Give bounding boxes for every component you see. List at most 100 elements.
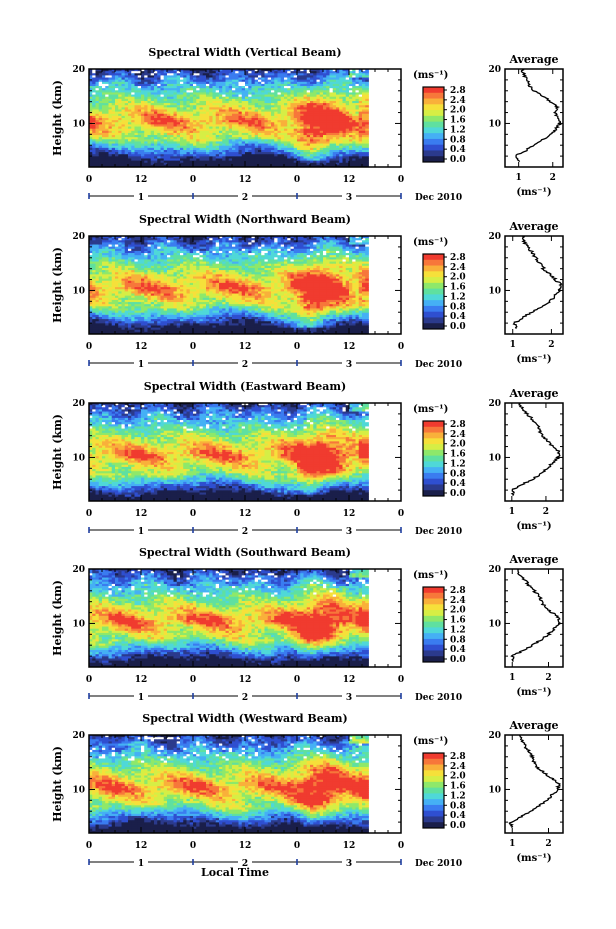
heatmap-cell	[144, 145, 148, 149]
heatmap-cell	[124, 79, 129, 83]
heatmap-cell	[89, 77, 93, 81]
heatmap-cell	[206, 149, 210, 153]
heatmap-cell	[134, 79, 139, 83]
heatmap-cell	[339, 145, 343, 149]
heatmap-cell	[297, 132, 301, 136]
heatmap-cell	[222, 73, 226, 76]
heatmap-cell	[154, 79, 158, 83]
heatmap-cell	[297, 135, 301, 138]
heatmap-cell	[336, 81, 340, 85]
heatmap-cell	[254, 147, 259, 151]
heatmap-cell	[326, 69, 330, 72]
heatmap-cell	[98, 236, 103, 239]
heatmap-cell	[339, 164, 343, 167]
heatmap-cell	[144, 162, 148, 166]
heatmap-cell	[183, 73, 187, 76]
heatmap-cell	[154, 111, 158, 115]
heatmap-cell	[193, 147, 197, 151]
heatmap-cell	[303, 130, 308, 134]
heatmap-cell	[339, 105, 343, 108]
heatmap-cell	[108, 304, 113, 307]
heatmap-cell	[365, 137, 369, 140]
heatmap-cell	[284, 92, 288, 95]
heatmap-cell	[92, 304, 96, 307]
heatmap-cell	[219, 137, 223, 140]
heatmap-cell	[89, 98, 93, 102]
heatmap-cell	[326, 73, 330, 76]
heatmap-cell	[150, 154, 155, 157]
heatmap-cell	[102, 149, 106, 153]
heatmap-cell	[193, 156, 197, 159]
heatmap-cell	[173, 75, 178, 78]
heatmap-cell	[108, 289, 113, 292]
heatmap-cell	[271, 122, 275, 125]
heatmap-cell	[349, 86, 353, 89]
heatmap-cell	[339, 132, 343, 136]
heatmap-cell	[180, 130, 184, 134]
heatmap-cell	[323, 162, 327, 166]
heatmap-cell	[352, 141, 356, 144]
heatmap-cell	[313, 147, 317, 151]
heatmap-cell	[128, 314, 132, 318]
heatmap-cell	[141, 139, 145, 142]
heatmap-cell	[261, 88, 265, 91]
heatmap-cell	[137, 250, 142, 254]
heatmap-cell	[300, 109, 304, 113]
heatmap-cell	[202, 81, 207, 85]
heatmap-cell	[241, 141, 246, 144]
heatmap-cell	[118, 272, 122, 275]
heatmap-cell	[316, 92, 321, 95]
heatmap-cell	[228, 109, 233, 113]
heatmap-cell	[134, 265, 139, 269]
heatmap-cell	[339, 77, 343, 81]
heatmap-cell	[326, 128, 330, 132]
heatmap-cell	[274, 118, 278, 121]
heatmap-cell	[154, 152, 158, 155]
heatmap-cell	[355, 113, 360, 117]
heatmap-cell	[355, 143, 360, 147]
heatmap-cell	[167, 139, 171, 142]
heatmap-cell	[241, 120, 246, 123]
average-y-tick-label: 10	[488, 119, 501, 129]
heatmap-cell	[271, 83, 275, 87]
heatmap-cell	[118, 105, 122, 108]
heatmap-cell	[238, 109, 243, 113]
heatmap-cell	[238, 147, 243, 151]
heatmap-cell	[258, 124, 262, 127]
heatmap-cell	[303, 141, 308, 144]
heatmap-cell	[163, 141, 168, 144]
heatmap-cell	[121, 259, 126, 262]
heatmap-cell	[225, 98, 230, 102]
heatmap-cell	[147, 69, 152, 72]
heatmap-cell	[303, 135, 308, 138]
heatmap-cell	[131, 236, 135, 239]
heatmap-cell	[108, 120, 113, 123]
heatmap-cell	[248, 98, 252, 102]
heatmap-cell	[284, 88, 288, 91]
heatmap-cell	[124, 319, 129, 322]
heatmap-cell	[137, 156, 142, 159]
heatmap-cell	[108, 319, 113, 322]
heatmap-cell	[105, 267, 109, 271]
heatmap-cell	[147, 105, 152, 108]
heatmap-cell	[102, 280, 106, 284]
heatmap-cell	[300, 69, 304, 72]
heatmap-cell	[284, 71, 288, 74]
heatmap-cell	[306, 156, 311, 159]
heatmap-cell	[102, 291, 106, 294]
heatmap-cell	[251, 164, 256, 167]
heatmap-cell	[358, 130, 363, 134]
heatmap-cell	[245, 147, 249, 151]
heatmap-cell	[105, 259, 109, 262]
heatmap-cell	[345, 71, 350, 74]
heatmap-cell	[186, 132, 191, 136]
heatmap-cell	[339, 83, 343, 87]
heatmap-cell	[98, 71, 103, 74]
heatmap-cell	[189, 98, 194, 102]
heatmap-cell	[124, 289, 129, 292]
heatmap-cell	[102, 86, 106, 89]
heatmap-cell	[183, 109, 187, 113]
heatmap-cell	[365, 143, 369, 147]
heatmap-cell	[115, 259, 119, 262]
heatmap-cell	[102, 265, 106, 269]
